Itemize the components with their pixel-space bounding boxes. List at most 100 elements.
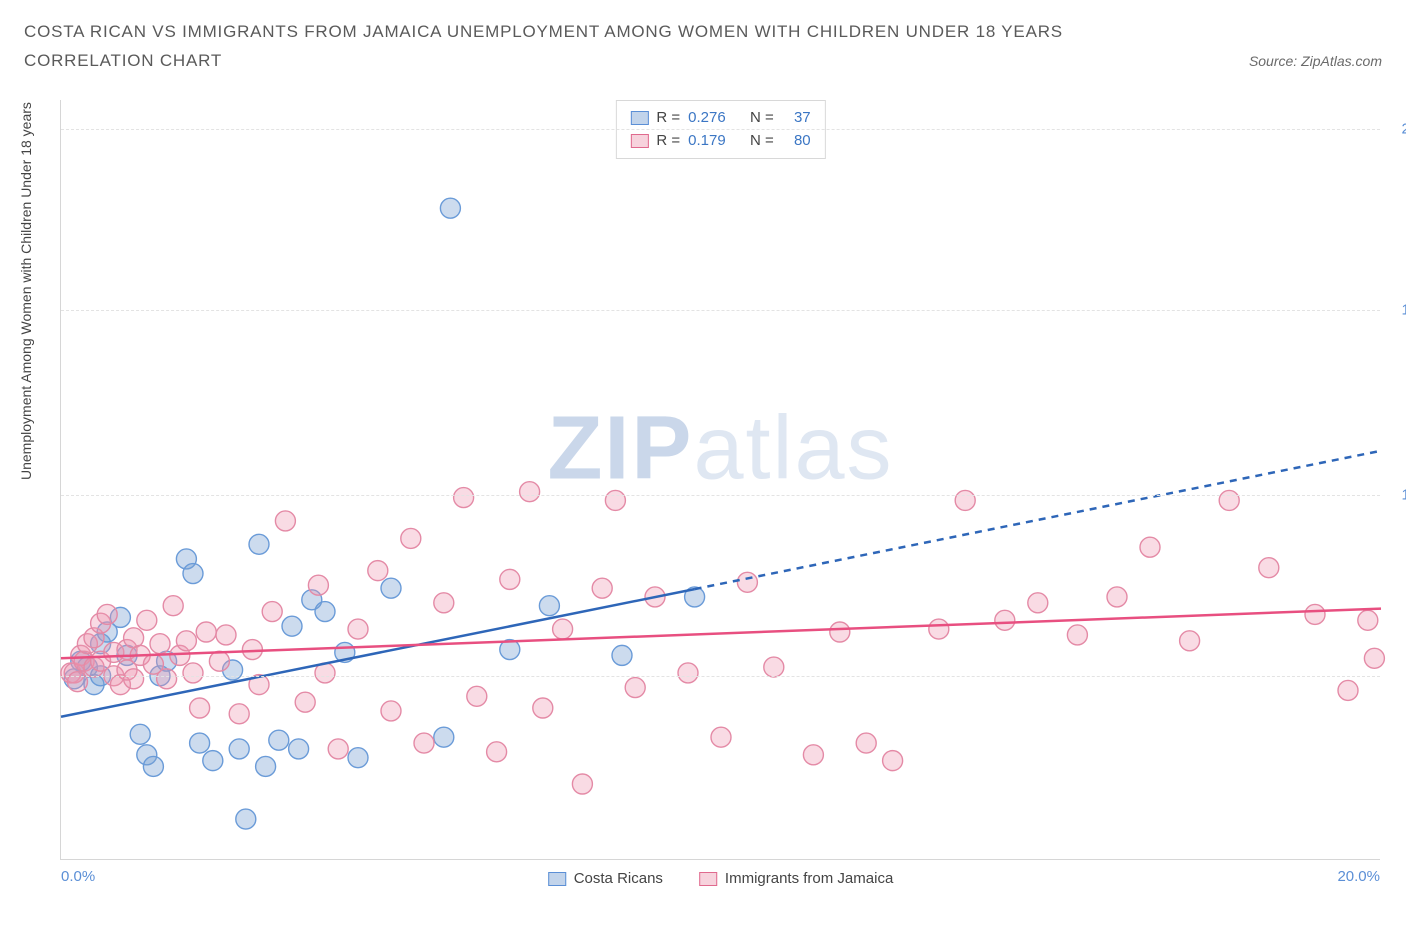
data-point: [883, 751, 903, 771]
data-point: [1140, 537, 1160, 557]
data-point: [1067, 625, 1087, 645]
data-point: [249, 534, 269, 554]
chart-subtitle: CORRELATION CHART: [24, 51, 222, 71]
data-point: [203, 751, 223, 771]
gridline: [61, 676, 1380, 677]
data-point: [520, 482, 540, 502]
data-point: [262, 602, 282, 622]
data-point: [737, 572, 757, 592]
data-point: [282, 616, 302, 636]
data-point: [216, 625, 236, 645]
data-point: [183, 663, 203, 683]
data-point: [137, 610, 157, 630]
gridline: [61, 129, 1380, 130]
data-point: [955, 490, 975, 510]
data-point: [368, 561, 388, 581]
data-point: [539, 596, 559, 616]
stats-row: R =0.179 N = 80: [630, 130, 810, 153]
y-tick-label: 25.0%: [1388, 121, 1406, 138]
data-point: [454, 488, 474, 508]
data-point: [236, 809, 256, 829]
data-point: [295, 692, 315, 712]
data-point: [269, 730, 289, 750]
subtitle-row: CORRELATION CHART Source: ZipAtlas.com: [24, 51, 1382, 71]
data-point: [242, 640, 262, 660]
data-point: [995, 610, 1015, 630]
data-point: [1259, 558, 1279, 578]
data-point: [209, 651, 229, 671]
data-point: [533, 698, 553, 718]
data-point: [434, 727, 454, 747]
data-point: [605, 490, 625, 510]
y-tick-label: 18.8%: [1388, 302, 1406, 319]
data-point: [289, 739, 309, 759]
data-point: [190, 698, 210, 718]
data-point: [97, 604, 117, 624]
data-point: [275, 511, 295, 531]
data-point: [124, 669, 144, 689]
data-point: [1180, 631, 1200, 651]
legend-item: Costa Ricans: [548, 870, 663, 887]
data-point: [401, 528, 421, 548]
legend-swatch-icon: [548, 872, 566, 886]
legend-label: Costa Ricans: [574, 870, 663, 887]
chart-header: COSTA RICAN VS IMMIGRANTS FROM JAMAICA U…: [0, 0, 1406, 71]
gridline: [61, 310, 1380, 311]
data-point: [68, 672, 88, 692]
data-point: [856, 733, 876, 753]
data-point: [315, 602, 335, 622]
data-point: [176, 631, 196, 651]
data-point: [381, 578, 401, 598]
data-point: [348, 619, 368, 639]
stats-r-label: R =: [656, 130, 680, 153]
data-point: [229, 704, 249, 724]
legend-swatch-icon: [699, 872, 717, 886]
stats-r-value: 0.179: [688, 130, 726, 153]
stats-row: R =0.276 N = 37: [630, 107, 810, 130]
gridline: [61, 495, 1380, 496]
data-point: [764, 657, 784, 677]
data-point: [256, 756, 276, 776]
legend-swatch-icon: [630, 111, 648, 125]
stats-r-value: 0.276: [688, 107, 726, 130]
source-label: Source: ZipAtlas.com: [1249, 53, 1382, 69]
stats-n-label: N =: [750, 130, 774, 153]
data-point: [1107, 587, 1127, 607]
y-tick-label: 6.3%: [1388, 667, 1406, 684]
stats-n-value: 37: [794, 107, 811, 130]
x-tick-min: 0.0%: [61, 868, 95, 885]
data-point: [143, 756, 163, 776]
data-point: [440, 198, 460, 218]
data-point: [150, 634, 170, 654]
chart-area: ZIPatlas R =0.276 N = 37R =0.179 N = 80 …: [60, 100, 1380, 860]
data-point: [1338, 680, 1358, 700]
data-point: [157, 669, 177, 689]
data-point: [434, 593, 454, 613]
data-point: [803, 745, 823, 765]
data-point: [130, 724, 150, 744]
data-point: [553, 619, 573, 639]
data-point: [467, 686, 487, 706]
data-point: [500, 569, 520, 589]
legend-label: Immigrants from Jamaica: [725, 870, 893, 887]
data-point: [711, 727, 731, 747]
data-point: [328, 739, 348, 759]
data-point: [414, 733, 434, 753]
data-point: [1305, 604, 1325, 624]
data-point: [308, 575, 328, 595]
data-point: [592, 578, 612, 598]
data-point: [929, 619, 949, 639]
data-point: [572, 774, 592, 794]
data-point: [487, 742, 507, 762]
legend-item: Immigrants from Jamaica: [699, 870, 893, 887]
data-point: [183, 564, 203, 584]
data-point: [830, 622, 850, 642]
data-point: [678, 663, 698, 683]
data-point: [229, 739, 249, 759]
data-point: [348, 748, 368, 768]
y-axis-label: Unemployment Among Women with Children U…: [18, 102, 34, 480]
y-tick-label: 12.5%: [1388, 486, 1406, 503]
data-point: [1028, 593, 1048, 613]
data-point: [1364, 648, 1384, 668]
data-point: [1358, 610, 1378, 630]
